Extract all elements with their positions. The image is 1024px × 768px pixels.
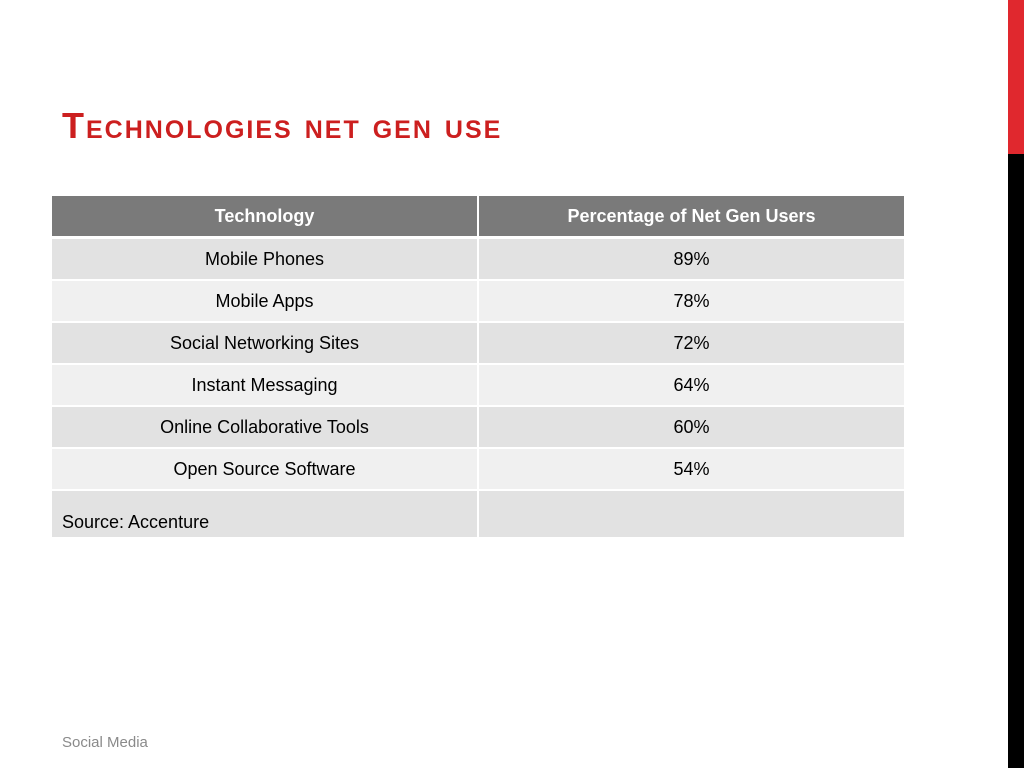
cell-technology: Mobile Apps — [52, 280, 479, 323]
cell-technology: Instant Messaging — [52, 364, 479, 407]
accent-bar-red — [1008, 0, 1024, 154]
cell-percentage: 64% — [478, 364, 904, 407]
table-row: Open Source Software 54% — [52, 448, 904, 491]
source-citation: Source: Accenture — [52, 490, 479, 539]
table-row: Mobile Phones 89% — [52, 237, 904, 281]
header-percentage: Percentage of Net Gen Users — [478, 196, 904, 239]
technology-usage-table: Technology Percentage of Net Gen Users M… — [52, 196, 904, 539]
table-row: Online Collaborative Tools 60% — [52, 406, 904, 449]
table-header-row: Technology Percentage of Net Gen Users — [52, 196, 904, 239]
header-technology: Technology — [52, 196, 479, 239]
table-row: Instant Messaging 64% — [52, 364, 904, 407]
source-row: Source: Accenture — [52, 490, 904, 539]
cell-percentage: 78% — [478, 280, 904, 323]
table-row: Social Networking Sites 72% — [52, 322, 904, 365]
cell-percentage: 54% — [478, 448, 904, 491]
table-row: Mobile Apps 78% — [52, 280, 904, 323]
cell-technology: Mobile Phones — [52, 237, 479, 281]
cell-technology: Online Collaborative Tools — [52, 406, 479, 449]
slide-title: Technologies net gen use — [62, 105, 503, 146]
cell-technology: Social Networking Sites — [52, 322, 479, 365]
accent-bar-black — [1008, 154, 1024, 768]
cell-technology: Open Source Software — [52, 448, 479, 491]
cell-percentage: 89% — [478, 237, 904, 281]
source-empty-cell — [478, 490, 904, 539]
footer-label: Social Media — [62, 734, 148, 751]
cell-percentage: 60% — [478, 406, 904, 449]
cell-percentage: 72% — [478, 322, 904, 365]
